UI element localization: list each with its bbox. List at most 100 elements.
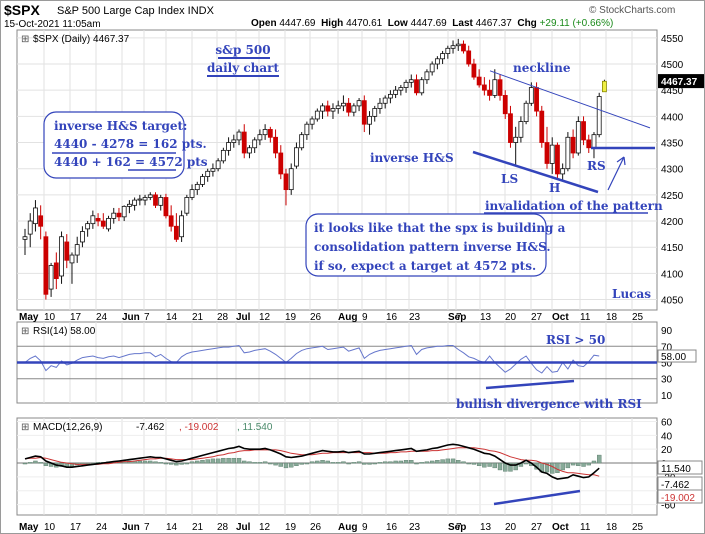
macd-histogram-bar <box>362 462 367 465</box>
macd-histogram-bar <box>38 462 43 464</box>
macd-histogram-bar <box>403 460 409 464</box>
macd-histogram-bar <box>158 462 163 464</box>
candle-body <box>335 105 341 109</box>
candle-body <box>220 149 226 162</box>
macd-xaxis-label: Sep <box>448 522 466 533</box>
rsi-tick-label: 90 <box>661 326 673 337</box>
macd-histogram-bar <box>466 462 471 465</box>
macd-histogram-bar <box>576 462 581 467</box>
title-annotation-line1: s&p 500 <box>215 43 270 57</box>
candle-body <box>450 45 456 49</box>
candle-body <box>492 79 498 96</box>
candle-body <box>440 53 446 60</box>
macd-xaxis-label: 18 <box>606 522 618 533</box>
candle-body <box>69 254 75 264</box>
macd-divergence-line <box>493 489 581 506</box>
candle-body <box>476 76 482 86</box>
macd-tick-label: 60 <box>661 417 673 428</box>
price-xaxis-label: 14 <box>166 312 178 323</box>
candle-body <box>231 139 237 143</box>
candle-body <box>414 79 419 94</box>
macd-histogram-bar <box>153 461 158 464</box>
candle-body <box>153 194 158 206</box>
macd-histogram-bar <box>179 462 184 465</box>
price-xaxis-label: Aug <box>338 312 357 323</box>
title-annotation-line2: daily chart <box>207 61 280 75</box>
candle-body <box>591 134 597 149</box>
candle-body <box>262 129 268 136</box>
neckline-label: neckline <box>513 61 571 75</box>
candle-body <box>267 129 273 138</box>
price-tick-label: 4200 <box>661 217 684 228</box>
candle-body <box>429 63 435 73</box>
candle-body <box>487 89 492 96</box>
candle-body <box>59 236 64 277</box>
candle-body <box>80 231 85 243</box>
index-name: S&P 500 Large Cap Index INDX <box>57 5 214 17</box>
candle-body <box>273 136 278 154</box>
candle-body <box>137 198 143 201</box>
macd-line <box>24 443 600 480</box>
price-xaxis-label: 28 <box>217 312 229 323</box>
macd-histogram-bar <box>226 457 231 464</box>
comment-line3: if so, expect a target at 4572 pts. <box>314 259 536 273</box>
candle-body <box>403 81 409 88</box>
macd-histogram-bar <box>341 461 346 464</box>
candle-body <box>424 71 430 81</box>
price-xaxis-label: 24 <box>96 312 108 323</box>
macd-histogram-bar <box>476 462 482 467</box>
candle-body <box>377 102 383 109</box>
price-xaxis-label: 17 <box>70 312 82 323</box>
price-tick-label: 4300 <box>661 165 684 176</box>
price-xaxis-label: 18 <box>606 312 618 323</box>
macd-histogram-bar <box>445 458 451 464</box>
candle-body <box>434 58 440 65</box>
macd-xaxis-label: Aug <box>338 522 357 533</box>
candle-body <box>325 105 331 112</box>
macd-histogram-bar <box>299 462 304 465</box>
candle-body <box>90 215 96 225</box>
candle-body <box>288 168 294 191</box>
candle-body <box>387 93 393 99</box>
candle-body <box>372 108 378 117</box>
target-box-line2: 4440 - 4278 = 162 pts. <box>54 137 207 151</box>
candle-body <box>330 108 336 112</box>
macd-histogram-bar <box>221 457 226 464</box>
candle-body <box>539 110 545 143</box>
open-label: Open <box>251 18 277 29</box>
candle-body <box>481 84 487 91</box>
candle-body <box>158 197 164 206</box>
macd-xaxis-label: 28 <box>217 522 229 533</box>
macd-xaxis-label: 10 <box>44 522 56 533</box>
macd-tick-label: 20 <box>661 445 673 456</box>
macd-histogram-bar <box>597 454 602 464</box>
macd-histogram-bar <box>351 462 357 464</box>
candle-body <box>513 136 519 143</box>
candle-body <box>210 168 216 172</box>
price-xaxis-label: Sep <box>448 312 466 323</box>
candle-body <box>445 47 451 54</box>
target-box <box>43 111 185 179</box>
macd-histogram-bar <box>215 458 221 464</box>
macd-xaxis-label: 7 <box>456 522 462 533</box>
author-label: Lucas <box>612 287 651 301</box>
target-box-line1: inverse H&S target: <box>54 119 187 133</box>
candle-body <box>111 212 117 219</box>
comment-line2: consolidation pattern inverse H&S. <box>314 240 551 254</box>
candle-body <box>560 168 566 175</box>
open-value: 4447.69 <box>279 18 316 29</box>
candle-body <box>346 102 352 113</box>
price-xaxis-label: Jun <box>122 312 140 323</box>
high-label: High <box>321 18 344 29</box>
macd-histogram-bar <box>456 460 461 464</box>
macd-histogram-bar <box>28 462 33 464</box>
candle-body <box>168 215 174 227</box>
macd-histogram-bar <box>278 462 283 467</box>
macd-histogram-bar <box>565 462 571 469</box>
macd-histogram-bar <box>513 462 518 471</box>
price-xaxis-label: 13 <box>480 312 492 323</box>
candle-body <box>294 147 299 167</box>
macd-histogram-bar <box>482 462 487 468</box>
candle-body <box>205 170 211 177</box>
candle-body <box>53 262 59 279</box>
